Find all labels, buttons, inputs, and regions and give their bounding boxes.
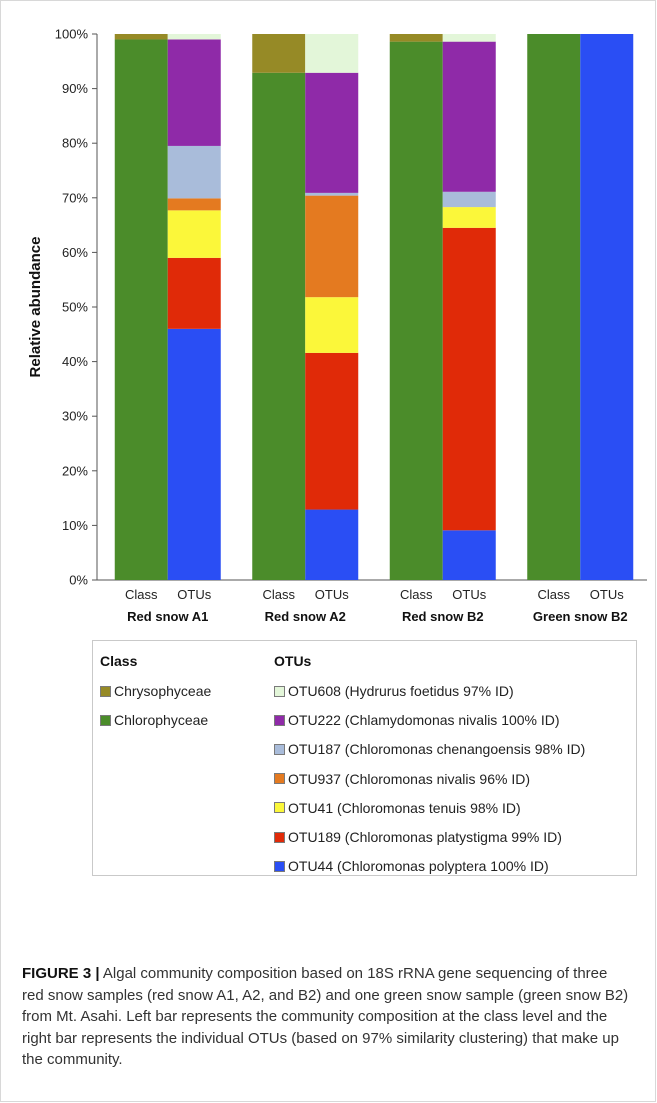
legend-label: OTU222 (Chlamydomonas nivalis 100% ID) <box>288 712 560 728</box>
bar-segment-chlorophyceae <box>390 42 443 580</box>
y-tick-label: 20% <box>62 463 88 478</box>
y-tick-label: 50% <box>62 300 88 315</box>
y-tick-label: 40% <box>62 354 88 369</box>
legend-item-otu41: OTU41 (Chloromonas tenuis 98% ID) <box>274 800 521 816</box>
legend-swatch <box>100 686 111 697</box>
bar-segment-otu41 <box>305 297 358 353</box>
bar-segment-otu44 <box>580 34 633 580</box>
legend-otu-header: OTUs <box>274 653 311 669</box>
bar-segment-otu189 <box>305 353 358 510</box>
y-tick-label: 60% <box>62 245 88 260</box>
legend-swatch <box>274 802 285 813</box>
caption-label: FIGURE 3 | <box>22 965 100 982</box>
bar-category-label: OTUs <box>315 587 349 602</box>
group-label: Red snow A2 <box>265 609 346 624</box>
legend-swatch <box>274 686 285 697</box>
bar-segment-chrysophyceae <box>115 34 168 39</box>
bar-segment-otu222 <box>168 39 221 145</box>
bar-segment-otu937 <box>168 198 221 210</box>
bar-segment-otu44 <box>443 530 496 580</box>
legend-label: OTU937 (Chloromonas nivalis 96% ID) <box>288 771 530 787</box>
legend-item-otu608: OTU608 (Hydrurus foetidus 97% ID) <box>274 683 514 699</box>
y-axis-label: Relative abundance <box>27 237 44 378</box>
y-tick-label: 80% <box>62 136 88 151</box>
y-tick-label: 30% <box>62 409 88 424</box>
legend-label: OTU44 (Chloromonas polyptera 100% ID) <box>288 858 549 874</box>
legend-label: Chrysophyceae <box>114 683 211 699</box>
legend-item-otu189: OTU189 (Chloromonas platystigma 99% ID) <box>274 829 562 845</box>
legend-swatch <box>274 715 285 726</box>
figure-caption: FIGURE 3 | Algal community composition b… <box>22 963 632 1071</box>
y-tick-label: 0% <box>69 573 88 588</box>
bar-segment-otu222 <box>443 42 496 192</box>
bar-segment-otu608 <box>305 34 358 73</box>
bar-segment-chrysophyceae <box>252 34 305 73</box>
legend-item-chrysophyceae: Chrysophyceae <box>100 683 211 699</box>
bar-segment-otu187 <box>168 146 221 198</box>
legend-label: OTU608 (Hydrurus foetidus 97% ID) <box>288 683 514 699</box>
legend-label: Chlorophyceae <box>114 712 208 728</box>
legend-item-otu44: OTU44 (Chloromonas polyptera 100% ID) <box>274 858 549 874</box>
legend-swatch <box>274 773 285 784</box>
legend-item-chlorophyceae: Chlorophyceae <box>100 712 208 728</box>
y-tick-label: 10% <box>62 518 88 533</box>
bar-category-label: Class <box>537 587 570 602</box>
bar-segment-otu44 <box>168 329 221 580</box>
bar-segment-otu937 <box>305 196 358 298</box>
bar-category-label: Class <box>262 587 295 602</box>
bar-category-label: OTUs <box>452 587 486 602</box>
y-axis-ticks: 0% 10% 20% 30% 40% 50% 60% 70% 80% 90% 100% <box>55 27 97 588</box>
group-label: Red snow B2 <box>402 609 484 624</box>
group-label: Red snow A1 <box>127 609 208 624</box>
legend-swatch <box>274 832 285 843</box>
bar-segment-otu187 <box>305 193 358 196</box>
legend-swatch <box>274 861 285 872</box>
y-tick-label: 70% <box>62 190 88 205</box>
caption-text: Algal community composition based on 18S… <box>22 965 628 1068</box>
x-axis-labels: Class OTUs Red snow A1 Class OTUs Red snow A2… <box>125 587 628 624</box>
bar-category-label: OTUs <box>177 587 211 602</box>
legend-swatch <box>274 744 285 755</box>
bar-segment-otu222 <box>305 73 358 193</box>
bar-segment-otu189 <box>443 228 496 530</box>
bar-segment-chrysophyceae <box>390 34 443 42</box>
bar-category-label: OTUs <box>590 587 624 602</box>
legend-label: OTU41 (Chloromonas tenuis 98% ID) <box>288 800 521 816</box>
y-tick-label: 90% <box>62 81 88 96</box>
bar-segment-otu44 <box>305 510 358 580</box>
bar-segment-otu189 <box>168 258 221 329</box>
legend-label: OTU187 (Chloromonas chenangoensis 98% ID… <box>288 741 585 757</box>
legend-item-otu222: OTU222 (Chlamydomonas nivalis 100% ID) <box>274 712 560 728</box>
bar-segment-otu187 <box>443 192 496 207</box>
bar-segment-chlorophyceae <box>115 39 168 580</box>
bar-segment-otu41 <box>168 210 221 258</box>
legend-swatch <box>100 715 111 726</box>
stacked-bar-chart: 0% 10% 20% 30% 40% 50% 60% 70% 80% 90% 100% Class O… <box>0 0 657 640</box>
bar-segment-otu608 <box>168 34 221 39</box>
bar-segment-otu41 <box>443 207 496 228</box>
bar-category-label: Class <box>125 587 158 602</box>
bar-category-label: Class <box>400 587 433 602</box>
group-label: Green snow B2 <box>533 609 628 624</box>
legend-class-header: Class <box>100 653 137 669</box>
legend-label: OTU189 (Chloromonas platystigma 99% ID) <box>288 829 562 845</box>
legend-item-otu187: OTU187 (Chloromonas chenangoensis 98% ID… <box>274 741 585 757</box>
bar-segment-otu608 <box>443 34 496 42</box>
bar-segment-chlorophyceae <box>252 73 305 580</box>
bars <box>115 34 634 580</box>
legend-item-otu937: OTU937 (Chloromonas nivalis 96% ID) <box>274 771 530 787</box>
legend: Class OTUs Chrysophyceae Chlorophyceae OT… <box>92 640 637 876</box>
bar-segment-chlorophyceae <box>527 34 580 580</box>
y-tick-label: 100% <box>55 27 89 42</box>
